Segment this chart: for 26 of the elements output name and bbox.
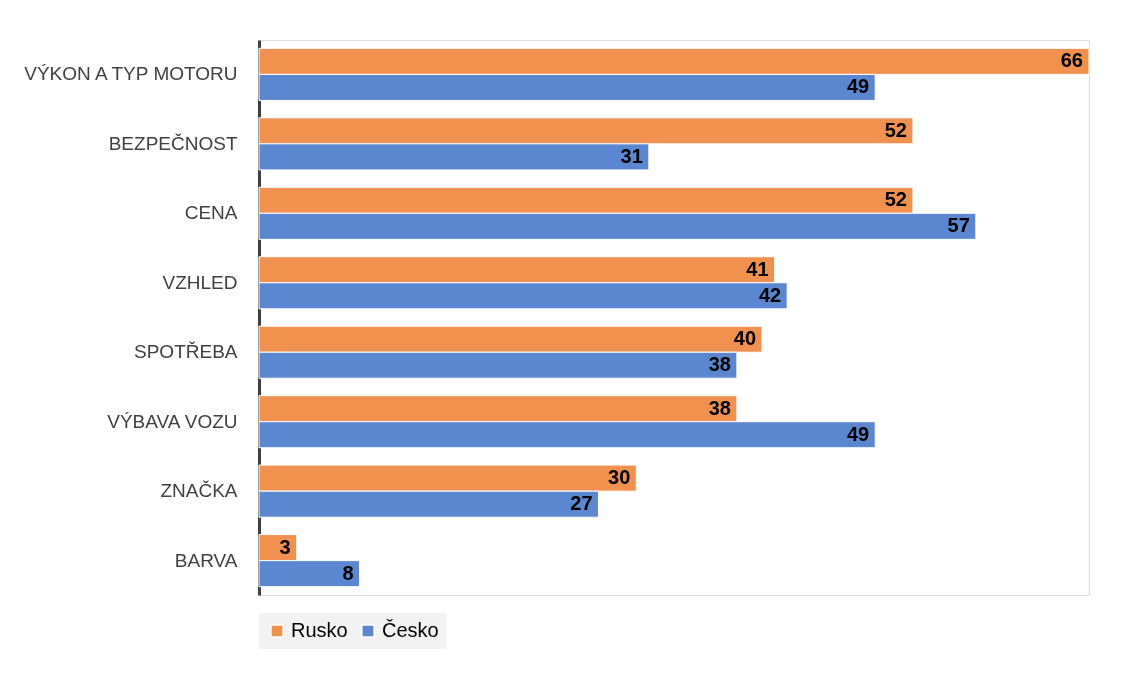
data-label: 41 bbox=[746, 257, 769, 280]
legend-label: Česko bbox=[382, 619, 439, 641]
y-tick-label: VÝBAVA VOZU bbox=[107, 410, 238, 432]
data-label: 52 bbox=[884, 118, 907, 141]
legend-label: Rusko bbox=[291, 619, 348, 641]
data-label: 38 bbox=[708, 396, 731, 419]
y-tick-label: SPOTŘEBA bbox=[134, 341, 238, 363]
data-label: 49 bbox=[846, 75, 870, 98]
y-tick-label: BARVA bbox=[174, 549, 238, 571]
data-label: 57 bbox=[947, 214, 970, 237]
data-label: 49 bbox=[846, 422, 870, 445]
y-tick-label: CENA bbox=[184, 202, 238, 224]
data-label: 31 bbox=[620, 144, 643, 167]
y-tick-label: BEZPEČNOST bbox=[108, 132, 238, 154]
data-label: 66 bbox=[1060, 49, 1083, 72]
data-label: 40 bbox=[733, 327, 757, 350]
data-label: 52 bbox=[884, 188, 907, 211]
y-tick-label: VZHLED bbox=[162, 271, 238, 293]
data-label: 27 bbox=[570, 492, 593, 515]
data-label: 38 bbox=[708, 353, 731, 376]
y-tick-label: VÝKON A TYP MOTORU bbox=[24, 63, 238, 85]
data-label: 42 bbox=[758, 283, 782, 306]
y-tick-label: ZNAČKA bbox=[160, 480, 238, 502]
data-label: 30 bbox=[608, 466, 631, 489]
data-label: 3 bbox=[279, 535, 291, 558]
data-label: 8 bbox=[342, 561, 354, 584]
